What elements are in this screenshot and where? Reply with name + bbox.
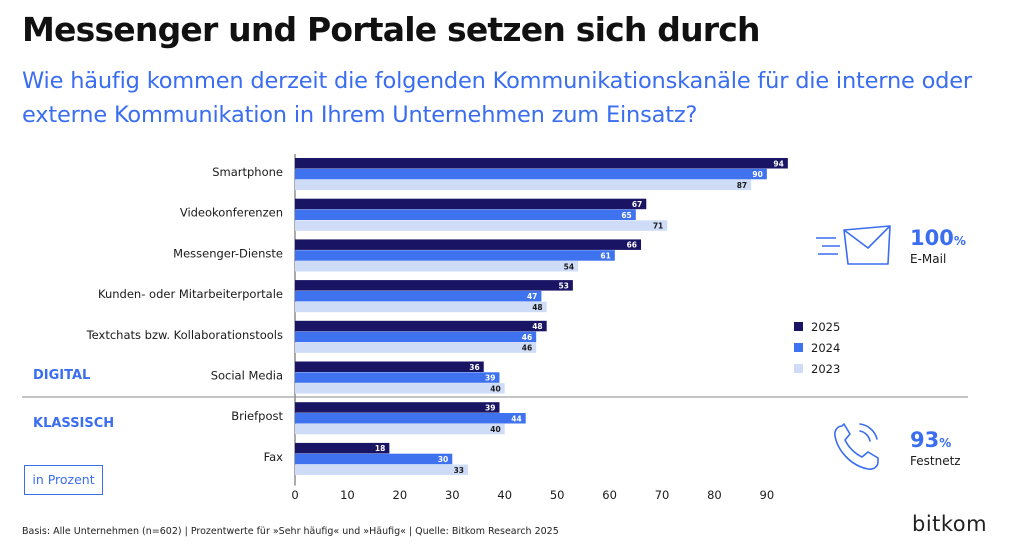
data-label-fax-2023: 33 xyxy=(454,466,464,475)
bar-briefpost-2025 xyxy=(295,402,500,413)
category-label-social-media: Social Media xyxy=(211,369,283,383)
data-label-textchats-bzw-kollaborationstools-2023: 46 xyxy=(522,344,532,353)
bar-kunden-oder-mitarbeiterportale-2025 xyxy=(295,280,573,291)
kpi-email-label: E-Mail xyxy=(910,252,947,266)
x-tick-60: 60 xyxy=(602,488,617,502)
x-tick-10: 10 xyxy=(340,488,355,502)
bar-briefpost-2024 xyxy=(295,413,526,424)
phone-icon xyxy=(834,423,879,470)
kpi-email-unit: % xyxy=(953,234,966,248)
data-label-fax-2024: 30 xyxy=(438,455,448,464)
legend-item-2025: 2025 xyxy=(794,316,840,337)
data-label-smartphone-2023: 87 xyxy=(737,181,747,190)
data-label-messenger-dienste-2025: 66 xyxy=(627,241,637,250)
kpi-email-value: 100% xyxy=(910,226,966,250)
data-label-smartphone-2025: 94 xyxy=(773,159,783,168)
data-label-videokonferenzen-2024: 65 xyxy=(621,211,631,220)
group-label-digital: DIGITAL xyxy=(33,368,91,383)
data-label-social-media-2025: 36 xyxy=(469,363,479,372)
legend-swatch-2023 xyxy=(794,364,803,373)
data-label-messenger-dienste-2023: 54 xyxy=(564,262,574,271)
legend-item-2024: 2024 xyxy=(794,337,840,358)
data-label-kunden-oder-mitarbeiterportale-2024: 47 xyxy=(527,292,537,301)
category-label-videokonferenzen: Videokonferenzen xyxy=(180,206,283,220)
bar-messenger-dienste-2024 xyxy=(295,250,615,261)
data-label-smartphone-2024: 90 xyxy=(752,170,762,179)
x-tick-90: 90 xyxy=(760,488,775,502)
x-tick-20: 20 xyxy=(393,488,408,502)
data-label-social-media-2023: 40 xyxy=(490,384,500,393)
category-label-smartphone: Smartphone xyxy=(212,165,283,179)
data-label-messenger-dienste-2024: 61 xyxy=(600,252,610,261)
category-label-briefpost: Briefpost xyxy=(231,409,283,423)
legend-swatch-2025 xyxy=(794,322,803,331)
kpi-phone-unit: % xyxy=(939,436,952,450)
bar-textchats-bzw-kollaborationstools-2024 xyxy=(295,331,537,343)
data-label-videokonferenzen-2023: 71 xyxy=(653,222,663,231)
bar-textchats-bzw-kollaborationstools-2025 xyxy=(295,320,547,332)
category-label-messenger-dienste: Messenger-Dienste xyxy=(173,246,283,260)
chart-legend: 2025 2024 2023 xyxy=(794,316,840,379)
bar-smartphone-2025 xyxy=(295,158,788,169)
data-label-videokonferenzen-2025: 67 xyxy=(632,200,642,209)
x-tick-0: 0 xyxy=(291,488,298,502)
group-label-classic: KLASSISCH xyxy=(33,416,115,431)
data-label-briefpost-2024: 44 xyxy=(511,414,521,423)
data-label-kunden-oder-mitarbeiterportale-2023: 48 xyxy=(532,303,542,312)
x-tick-80: 80 xyxy=(707,488,722,502)
bar-fax-2023 xyxy=(295,464,469,475)
source-footer: Basis: Alle Unternehmen (n=602) | Prozen… xyxy=(22,526,559,537)
data-label-social-media-2024: 39 xyxy=(485,374,495,383)
bar-fax-2025 xyxy=(295,442,390,454)
bar-social-media-2024 xyxy=(295,372,500,383)
chart-title: Messenger und Portale setzen sich durch xyxy=(22,10,761,49)
bar-videokonferenzen-2024 xyxy=(295,209,636,220)
bar-fax-2024 xyxy=(295,453,453,465)
bar-social-media-2025 xyxy=(295,361,484,372)
x-tick-50: 50 xyxy=(550,488,565,502)
x-tick-30: 30 xyxy=(445,488,460,502)
legend-label-2024: 2024 xyxy=(811,340,841,355)
bar-textchats-bzw-kollaborationstools-2023 xyxy=(295,342,537,353)
data-label-textchats-bzw-kollaborationstools-2024: 46 xyxy=(522,333,532,342)
data-label-fax-2025: 18 xyxy=(375,444,385,453)
category-label-fax: Fax xyxy=(264,450,284,464)
kpi-phone-label: Festnetz xyxy=(910,454,961,468)
category-label-textchats-bzw-kollaborationstools: Textchats bzw. Kollaborationstools xyxy=(86,328,283,342)
kpi-phone-number: 93 xyxy=(910,428,940,452)
bar-social-media-2023 xyxy=(295,383,505,394)
kpi-phone: 93% Festnetz xyxy=(910,428,961,468)
kpi-email-number: 100 xyxy=(910,226,954,250)
data-label-textchats-bzw-kollaborationstools-2025: 48 xyxy=(532,322,542,331)
bar-smartphone-2024 xyxy=(295,168,767,180)
chart-subtitle: Wie häufig kommen derzeit die folgenden … xyxy=(22,68,972,128)
category-label-kunden-oder-mitarbeiterportale: Kunden- oder Mitarbeiterportale xyxy=(98,287,283,301)
data-label-briefpost-2023: 40 xyxy=(490,425,500,434)
x-tick-40: 40 xyxy=(497,488,512,502)
kpi-email: 100% E-Mail xyxy=(910,226,966,266)
bitkom-logo: bitkom xyxy=(912,512,988,536)
bar-kunden-oder-mitarbeiterportale-2024 xyxy=(295,290,542,302)
data-label-kunden-oder-mitarbeiterportale-2025: 53 xyxy=(558,281,568,290)
email-icon xyxy=(816,225,891,265)
legend-item-2023: 2023 xyxy=(794,358,840,379)
bar-messenger-dienste-2023 xyxy=(295,261,579,272)
bar-briefpost-2023 xyxy=(295,423,505,435)
legend-label-2023: 2023 xyxy=(811,361,841,376)
legend-label-2025: 2025 xyxy=(811,319,841,334)
x-tick-70: 70 xyxy=(655,488,670,502)
bar-messenger-dienste-2025 xyxy=(295,239,642,250)
bar-kunden-oder-mitarbeiterportale-2023 xyxy=(295,301,547,313)
legend-swatch-2024 xyxy=(794,343,803,352)
unit-label: in Prozent xyxy=(24,465,103,495)
data-label-briefpost-2025: 39 xyxy=(485,404,495,413)
bar-videokonferenzen-2023 xyxy=(295,220,668,231)
kpi-phone-value: 93% xyxy=(910,428,961,452)
bar-smartphone-2023 xyxy=(295,179,752,191)
bar-videokonferenzen-2025 xyxy=(295,198,647,210)
